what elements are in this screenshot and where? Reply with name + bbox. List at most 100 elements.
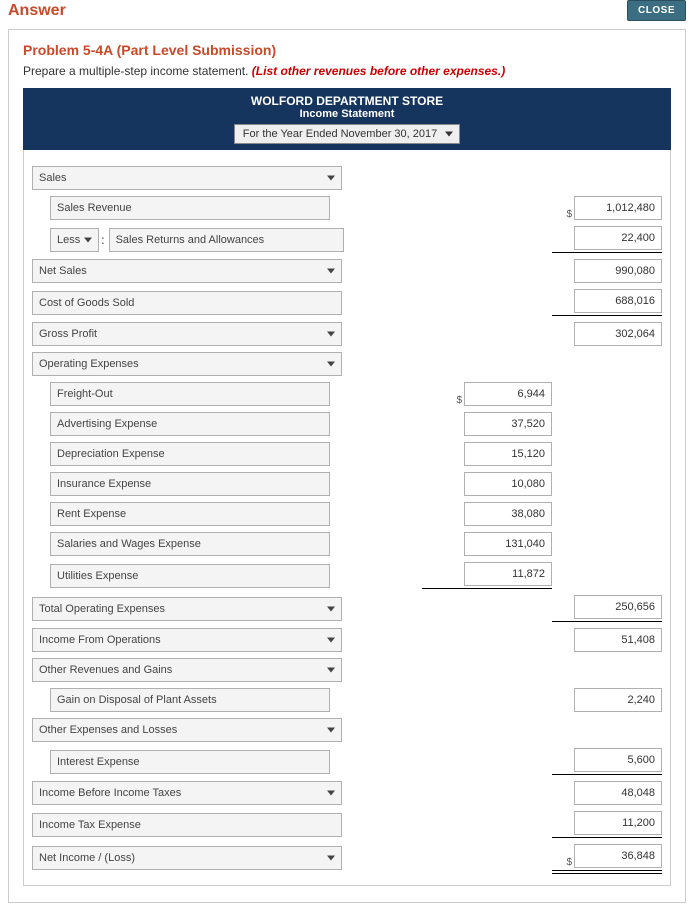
net-income-select[interactable]: Net Income / (Loss)	[32, 846, 342, 870]
chevron-down-icon	[327, 269, 335, 274]
salaries-value[interactable]: 131,040	[464, 532, 552, 556]
sales-returns-input[interactable]: Sales Returns and Allowances	[109, 228, 344, 252]
income-before-tax-label: Income Before Income Taxes	[39, 787, 181, 799]
interest-exp-value[interactable]: 5,600	[574, 748, 662, 772]
freight-label: Freight-Out	[57, 388, 113, 400]
salaries-input[interactable]: Salaries and Wages Expense	[50, 532, 330, 556]
period-select[interactable]: For the Year Ended November 30, 2017	[234, 124, 460, 144]
advertising-input[interactable]: Advertising Expense	[50, 412, 330, 436]
depreciation-input[interactable]: Depreciation Expense	[50, 442, 330, 466]
income-ops-value[interactable]: 51,408	[574, 628, 662, 652]
row-utilities: Utilities Expense 11,872	[32, 562, 662, 589]
income-ops-label: Income From Operations	[39, 634, 161, 646]
row-insurance: Insurance Expense 10,080	[32, 472, 662, 496]
advertising-value[interactable]: 37,520	[464, 412, 552, 436]
topbar: Answer CLOSE	[0, 0, 694, 25]
tax-exp-input[interactable]: Income Tax Expense	[32, 813, 342, 837]
other-exp-select[interactable]: Other Expenses and Losses	[32, 718, 342, 742]
chevron-down-icon	[327, 176, 335, 181]
other-rev-select[interactable]: Other Revenues and Gains	[32, 658, 342, 682]
total-op-exp-label: Total Operating Expenses	[39, 603, 165, 615]
row-op-exp: Operating Expenses	[32, 352, 662, 376]
gain-disposal-input[interactable]: Gain on Disposal of Plant Assets	[50, 688, 330, 712]
row-income-ops: Income From Operations 51,408	[32, 628, 662, 652]
chevron-down-icon	[327, 668, 335, 673]
net-income-value[interactable]: 36,848	[574, 844, 662, 868]
income-before-tax-value[interactable]: 48,048	[574, 781, 662, 805]
chevron-down-icon	[327, 791, 335, 796]
op-exp-select[interactable]: Operating Expenses	[32, 352, 342, 376]
sales-returns-label: Sales Returns and Allowances	[116, 234, 265, 246]
row-rent: Rent Expense 38,080	[32, 502, 662, 526]
company-name: WOLFORD DEPARTMENT STORE	[23, 94, 671, 108]
rent-value[interactable]: 38,080	[464, 502, 552, 526]
insurance-input[interactable]: Insurance Expense	[50, 472, 330, 496]
row-other-exp: Other Expenses and Losses	[32, 718, 662, 742]
income-ops-select[interactable]: Income From Operations	[32, 628, 342, 652]
dollar-sign: $	[566, 857, 574, 868]
salaries-label: Salaries and Wages Expense	[57, 538, 201, 550]
row-salaries: Salaries and Wages Expense 131,040	[32, 532, 662, 556]
row-tax-exp: Income Tax Expense 11,200	[32, 811, 662, 838]
chevron-down-icon	[327, 728, 335, 733]
total-op-exp-value[interactable]: 250,656	[574, 595, 662, 619]
less-select[interactable]: Less	[50, 228, 99, 252]
depreciation-label: Depreciation Expense	[57, 448, 165, 460]
sales-revenue-value[interactable]: 1,012,480	[574, 196, 662, 220]
cogs-value[interactable]: 688,016	[574, 289, 662, 313]
row-depreciation: Depreciation Expense 15,120	[32, 442, 662, 466]
row-gain-disposal: Gain on Disposal of Plant Assets 2,240	[32, 688, 662, 712]
gross-profit-select[interactable]: Gross Profit	[32, 322, 342, 346]
row-total-op-exp: Total Operating Expenses 250,656	[32, 595, 662, 622]
row-freight: Freight-Out $6,944	[32, 382, 662, 406]
close-button[interactable]: CLOSE	[627, 0, 686, 21]
rent-label: Rent Expense	[57, 508, 126, 520]
period-label: For the Year Ended November 30, 2017	[243, 128, 437, 140]
interest-exp-input[interactable]: Interest Expense	[50, 750, 330, 774]
row-income-before-tax: Income Before Income Taxes 48,048	[32, 781, 662, 805]
freight-input[interactable]: Freight-Out	[50, 382, 330, 406]
sales-label: Sales	[39, 172, 67, 184]
chevron-down-icon	[445, 132, 453, 137]
instruction-plain: Prepare a multiple-step income statement…	[23, 64, 252, 78]
net-sales-select[interactable]: Net Sales	[32, 259, 342, 283]
total-op-exp-select[interactable]: Total Operating Expenses	[32, 597, 342, 621]
net-sales-value[interactable]: 990,080	[574, 259, 662, 283]
freight-value[interactable]: 6,944	[464, 382, 552, 406]
cogs-input[interactable]: Cost of Goods Sold	[32, 291, 342, 315]
instruction-text: Prepare a multiple-step income statement…	[23, 64, 671, 78]
chevron-down-icon	[327, 606, 335, 611]
interest-exp-label: Interest Expense	[57, 756, 140, 768]
colon: :	[99, 233, 108, 247]
sales-select[interactable]: Sales	[32, 166, 342, 190]
insurance-label: Insurance Expense	[57, 478, 151, 490]
row-net-income: Net Income / (Loss) $36,848	[32, 844, 662, 871]
gross-profit-value[interactable]: 302,064	[574, 322, 662, 346]
row-net-sales: Net Sales 990,080	[32, 259, 662, 283]
income-before-tax-select[interactable]: Income Before Income Taxes	[32, 781, 342, 805]
chevron-down-icon	[84, 237, 92, 242]
row-sales-returns: Less : Sales Returns and Allowances 22,4…	[32, 226, 662, 253]
statement-title: Income Statement	[23, 108, 671, 120]
row-sales: Sales	[32, 166, 662, 190]
utilities-input[interactable]: Utilities Expense	[50, 564, 330, 588]
sales-revenue-label: Sales Revenue	[57, 202, 132, 214]
rent-input[interactable]: Rent Expense	[50, 502, 330, 526]
depreciation-value[interactable]: 15,120	[464, 442, 552, 466]
less-label: Less	[57, 234, 80, 246]
problem-panel: Problem 5-4A (Part Level Submission) Pre…	[8, 29, 686, 903]
utilities-value[interactable]: 11,872	[464, 562, 552, 586]
sales-revenue-input[interactable]: Sales Revenue	[50, 196, 330, 220]
period-row: For the Year Ended November 30, 2017	[23, 124, 671, 150]
tax-exp-value[interactable]: 11,200	[574, 811, 662, 835]
gain-disposal-label: Gain on Disposal of Plant Assets	[57, 694, 217, 706]
insurance-value[interactable]: 10,080	[464, 472, 552, 496]
gain-disposal-value[interactable]: 2,240	[574, 688, 662, 712]
other-exp-label: Other Expenses and Losses	[39, 724, 177, 736]
utilities-label: Utilities Expense	[57, 570, 138, 582]
chevron-down-icon	[327, 362, 335, 367]
sales-returns-value[interactable]: 22,400	[574, 226, 662, 250]
row-gross-profit: Gross Profit 302,064	[32, 322, 662, 346]
row-interest-exp: Interest Expense 5,600	[32, 748, 662, 775]
other-rev-label: Other Revenues and Gains	[39, 664, 172, 676]
